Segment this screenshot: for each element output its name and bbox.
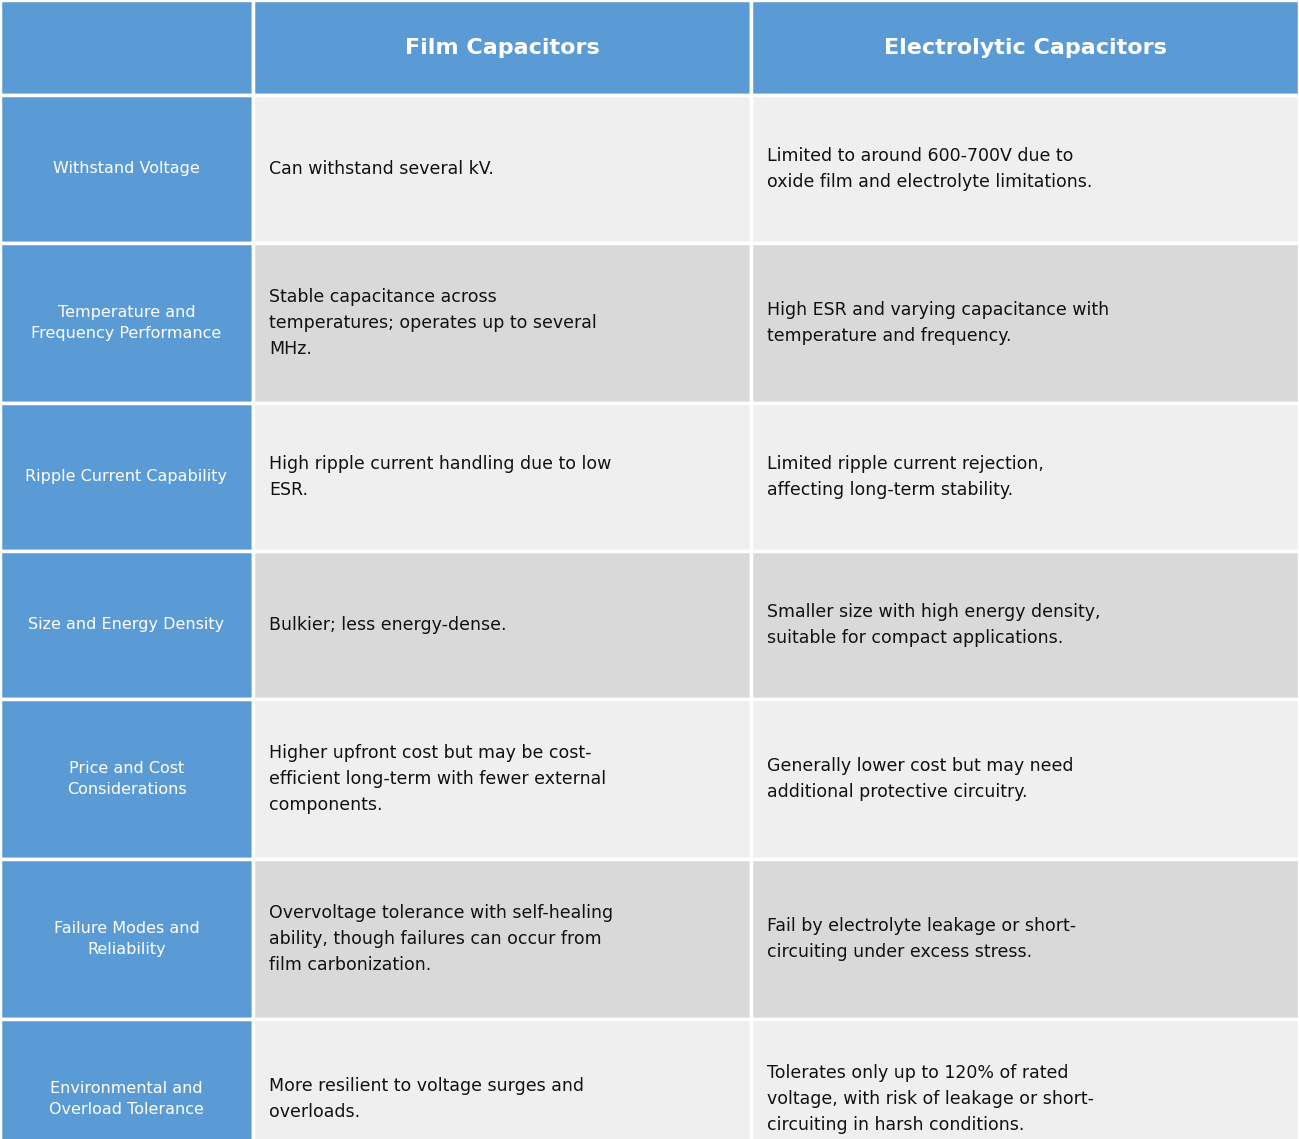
Bar bbox=[253, 403, 751, 551]
Text: Failure Modes and
Reliability: Failure Modes and Reliability bbox=[53, 921, 199, 957]
Bar bbox=[253, 95, 751, 243]
Text: Limited ripple current rejection,
affecting long-term stability.: Limited ripple current rejection, affect… bbox=[766, 456, 1044, 499]
Bar bbox=[253, 859, 751, 1019]
Bar bbox=[751, 551, 1299, 699]
Text: Higher upfront cost but may be cost-
efficient long-term with fewer external
com: Higher upfront cost but may be cost- eff… bbox=[269, 744, 607, 813]
Text: Size and Energy Density: Size and Energy Density bbox=[29, 617, 225, 632]
Bar bbox=[0, 0, 253, 95]
Text: Smaller size with high energy density,
suitable for compact applications.: Smaller size with high energy density, s… bbox=[766, 604, 1100, 647]
Text: More resilient to voltage surges and
overloads.: More resilient to voltage surges and ove… bbox=[269, 1077, 585, 1121]
Bar bbox=[751, 95, 1299, 243]
Bar bbox=[0, 859, 253, 1019]
Bar bbox=[0, 1019, 253, 1139]
Text: Stable capacitance across
temperatures; operates up to several
MHz.: Stable capacitance across temperatures; … bbox=[269, 288, 596, 358]
Text: Ripple Current Capability: Ripple Current Capability bbox=[26, 469, 227, 484]
Text: Fail by electrolyte leakage or short-
circuiting under excess stress.: Fail by electrolyte leakage or short- ci… bbox=[766, 917, 1076, 961]
Bar bbox=[751, 243, 1299, 403]
Bar bbox=[0, 551, 253, 699]
Bar bbox=[253, 1019, 751, 1139]
Bar bbox=[253, 551, 751, 699]
Text: Withstand Voltage: Withstand Voltage bbox=[53, 162, 200, 177]
Bar bbox=[0, 403, 253, 551]
Bar bbox=[253, 699, 751, 859]
Text: Price and Cost
Considerations: Price and Cost Considerations bbox=[66, 761, 186, 797]
Text: Tolerates only up to 120% of rated
voltage, with risk of leakage or short-
circu: Tolerates only up to 120% of rated volta… bbox=[766, 1064, 1094, 1133]
Text: Film Capacitors: Film Capacitors bbox=[404, 38, 599, 57]
Text: Limited to around 600-700V due to
oxide film and electrolyte limitations.: Limited to around 600-700V due to oxide … bbox=[766, 147, 1092, 191]
Bar bbox=[0, 95, 253, 243]
Bar bbox=[751, 699, 1299, 859]
Text: Environmental and
Overload Tolerance: Environmental and Overload Tolerance bbox=[49, 1081, 204, 1117]
Bar bbox=[751, 0, 1299, 95]
Text: Bulkier; less energy-dense.: Bulkier; less energy-dense. bbox=[269, 616, 507, 634]
Bar bbox=[751, 859, 1299, 1019]
Bar bbox=[0, 243, 253, 403]
Text: High ESR and varying capacitance with
temperature and frequency.: High ESR and varying capacitance with te… bbox=[766, 301, 1109, 345]
Bar bbox=[0, 699, 253, 859]
Bar bbox=[253, 243, 751, 403]
Bar bbox=[751, 1019, 1299, 1139]
Text: Generally lower cost but may need
additional protective circuitry.: Generally lower cost but may need additi… bbox=[766, 757, 1073, 801]
Text: Overvoltage tolerance with self-healing
ability, though failures can occur from
: Overvoltage tolerance with self-healing … bbox=[269, 904, 613, 974]
Text: Temperature and
Frequency Performance: Temperature and Frequency Performance bbox=[31, 305, 222, 341]
Bar bbox=[253, 0, 751, 95]
Text: High ripple current handling due to low
ESR.: High ripple current handling due to low … bbox=[269, 456, 612, 499]
Text: Electrolytic Capacitors: Electrolytic Capacitors bbox=[883, 38, 1167, 57]
Bar bbox=[751, 403, 1299, 551]
Text: Can withstand several kV.: Can withstand several kV. bbox=[269, 159, 494, 178]
